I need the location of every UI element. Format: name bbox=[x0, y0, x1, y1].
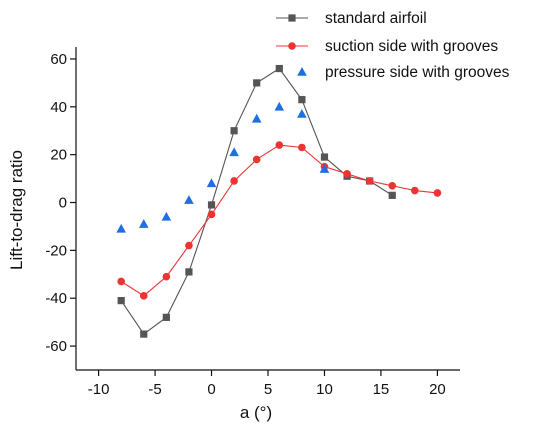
plot-area bbox=[116, 64, 442, 338]
legend-marker bbox=[288, 14, 296, 22]
data-point bbox=[388, 191, 396, 199]
y-tick-label: -60 bbox=[45, 338, 67, 355]
data-point bbox=[365, 177, 374, 185]
legend-item: suction side with grooves bbox=[276, 38, 498, 55]
axes: -10 -5 0 5 10 15 20 -60 -40 -20 0 20 40 60 bbox=[45, 47, 460, 398]
series-1 bbox=[117, 141, 442, 300]
data-point bbox=[116, 223, 126, 233]
x-tick-label: 5 bbox=[264, 381, 272, 398]
y-tick-label: -20 bbox=[45, 242, 67, 259]
legend-marker bbox=[288, 42, 296, 50]
data-point bbox=[252, 155, 261, 164]
legend-label: suction side with grooves bbox=[325, 38, 498, 55]
data-point bbox=[117, 297, 125, 305]
data-point bbox=[275, 64, 283, 73]
data-point bbox=[161, 211, 172, 221]
data-point bbox=[185, 268, 193, 276]
data-point bbox=[251, 113, 262, 123]
x-tick-label: -5 bbox=[148, 381, 161, 398]
data-point bbox=[229, 147, 239, 157]
y-tick-label: 60 bbox=[50, 51, 67, 68]
data-point bbox=[139, 292, 148, 300]
data-point bbox=[297, 108, 307, 118]
data-point bbox=[184, 195, 194, 204]
y-tick-label: 0 bbox=[59, 195, 67, 212]
legend-label: pressure side with grooves bbox=[325, 64, 510, 81]
data-point bbox=[206, 178, 217, 188]
x-tick-label: 15 bbox=[373, 381, 390, 398]
data-point bbox=[274, 101, 285, 111]
legend-marker bbox=[297, 67, 307, 76]
series-line bbox=[120, 67, 393, 335]
data-point bbox=[185, 241, 193, 250]
data-point bbox=[140, 330, 148, 338]
data-point bbox=[433, 189, 442, 197]
data-point bbox=[298, 143, 306, 152]
data-point bbox=[230, 177, 238, 185]
data-point bbox=[343, 170, 351, 178]
data-point bbox=[207, 210, 216, 219]
legend-item: pressure side with grooves bbox=[297, 64, 510, 81]
data-point bbox=[207, 201, 216, 209]
x-tick-label: 0 bbox=[207, 381, 215, 398]
data-point bbox=[319, 164, 330, 173]
series-0 bbox=[117, 64, 396, 338]
y-tick-label: 20 bbox=[50, 147, 67, 164]
x-tick-label: 10 bbox=[316, 381, 333, 398]
y-tick-label: -40 bbox=[45, 290, 67, 307]
data-point bbox=[388, 181, 397, 190]
data-point bbox=[230, 127, 238, 135]
data-point bbox=[162, 313, 170, 321]
x-axis-title: a (°) bbox=[240, 403, 272, 422]
data-point bbox=[117, 277, 125, 286]
y-axis-title: Lift-to-drag ratio bbox=[7, 150, 26, 270]
y-ticks: -60 -40 -20 0 20 40 60 bbox=[45, 51, 76, 355]
data-point bbox=[275, 141, 284, 149]
x-tick-label: -10 bbox=[88, 381, 110, 398]
x-tick-label: 20 bbox=[429, 381, 446, 398]
legend-label: standard airfoil bbox=[325, 10, 427, 27]
legend: standard airfoil suction side with groove… bbox=[276, 10, 510, 81]
x-ticks: -10 -5 0 5 10 15 20 bbox=[88, 370, 446, 398]
data-point bbox=[138, 219, 149, 228]
data-point bbox=[320, 153, 329, 161]
data-point bbox=[253, 79, 261, 87]
data-point bbox=[411, 186, 419, 195]
y-tick-label: 40 bbox=[50, 99, 67, 116]
series-2 bbox=[116, 101, 330, 233]
data-point bbox=[298, 96, 306, 104]
data-point bbox=[162, 272, 171, 281]
legend-item: standard airfoil bbox=[276, 10, 427, 27]
